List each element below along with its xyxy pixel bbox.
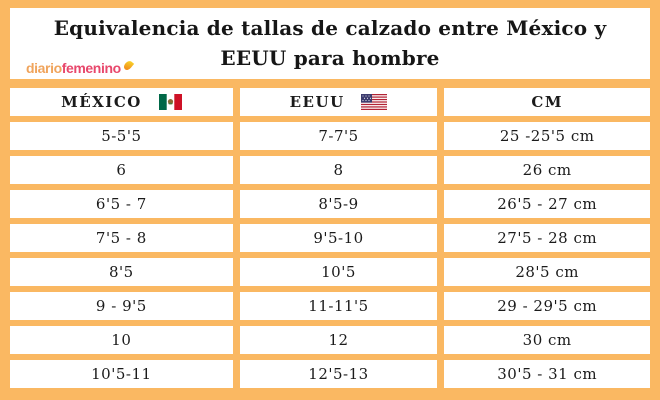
table-cell-cm: 30 cm	[444, 326, 650, 354]
table-cell-cm: 25 -25'5 cm	[444, 122, 650, 150]
table-row: 8'5 10'5 28'5 cm	[10, 258, 650, 286]
table-row: 10 12 30 cm	[10, 326, 650, 354]
column-header-cm-label: CM	[531, 93, 563, 111]
table-cell-cm: 26 cm	[444, 156, 650, 184]
table-cell-eeuu: 11-11'5	[239, 292, 438, 320]
usa-flag-icon	[361, 94, 388, 111]
column-header-eeuu: EEUU	[239, 88, 438, 116]
table-cell-eeuu: 9'5-10	[239, 224, 438, 252]
table-cell-mexico: 6'5 - 7	[10, 190, 233, 218]
column-header-cm: CM	[444, 88, 650, 116]
table-cell-mexico: 10'5-11	[10, 360, 233, 388]
table-cell-mexico: 10	[10, 326, 233, 354]
page-title-line1: Equivalencia de tallas de calzado entre …	[53, 16, 607, 40]
table-row: 6 8 26 cm	[10, 156, 650, 184]
table-row: 7'5 - 8 9'5-10 27'5 - 28 cm	[10, 224, 650, 252]
page-title: Equivalencia de tallas de calzado entre …	[10, 8, 650, 73]
column-header-mexico-label: MÉXICO	[61, 93, 142, 111]
table-cell-eeuu: 8	[239, 156, 438, 184]
column-header-eeuu-label: EEUU	[289, 93, 345, 111]
table-cell-mexico: 6	[10, 156, 233, 184]
table-cell-cm: 30'5 - 31 cm	[444, 360, 650, 388]
table-header-row: MÉXICO EEUU	[10, 88, 650, 116]
table-row: 6'5 - 7 8'5-9 26'5 - 27 cm	[10, 190, 650, 218]
table-cell-mexico: 7'5 - 8	[10, 224, 233, 252]
table-row: 10'5-11 12'5-13 30'5 - 31 cm	[10, 360, 650, 388]
table-row: 5-5'5 7-7'5 25 -25'5 cm	[10, 122, 650, 150]
table-cell-eeuu: 10'5	[239, 258, 438, 286]
table-cell-eeuu: 12	[239, 326, 438, 354]
table-cell-cm: 29 - 29'5 cm	[444, 292, 650, 320]
table-cell-eeuu: 8'5-9	[239, 190, 438, 218]
logo-text-femenino: femenino	[61, 60, 121, 76]
page-title-line2: EEUU para hombre	[220, 46, 440, 70]
size-equivalence-table: MÉXICO EEUU	[3, 82, 657, 394]
table-cell-mexico: 8'5	[10, 258, 233, 286]
logo-text-diario: diario	[26, 60, 62, 76]
table-cell-cm: 27'5 - 28 cm	[444, 224, 650, 252]
table-row: 9 - 9'5 11-11'5 29 - 29'5 cm	[10, 292, 650, 320]
mexico-flag-icon	[158, 94, 182, 110]
table-cell-eeuu: 12'5-13	[239, 360, 438, 388]
table-cell-cm: 28'5 cm	[444, 258, 650, 286]
table-cell-eeuu: 7-7'5	[239, 122, 438, 150]
column-header-mexico: MÉXICO	[10, 88, 233, 116]
title-panel: Equivalencia de tallas de calzado entre …	[10, 8, 650, 79]
table-cell-mexico: 5-5'5	[10, 122, 233, 150]
table-cell-mexico: 9 - 9'5	[10, 292, 233, 320]
table-cell-cm: 26'5 - 27 cm	[444, 190, 650, 218]
diariofemenino-logo: diariofemenino	[26, 59, 134, 76]
